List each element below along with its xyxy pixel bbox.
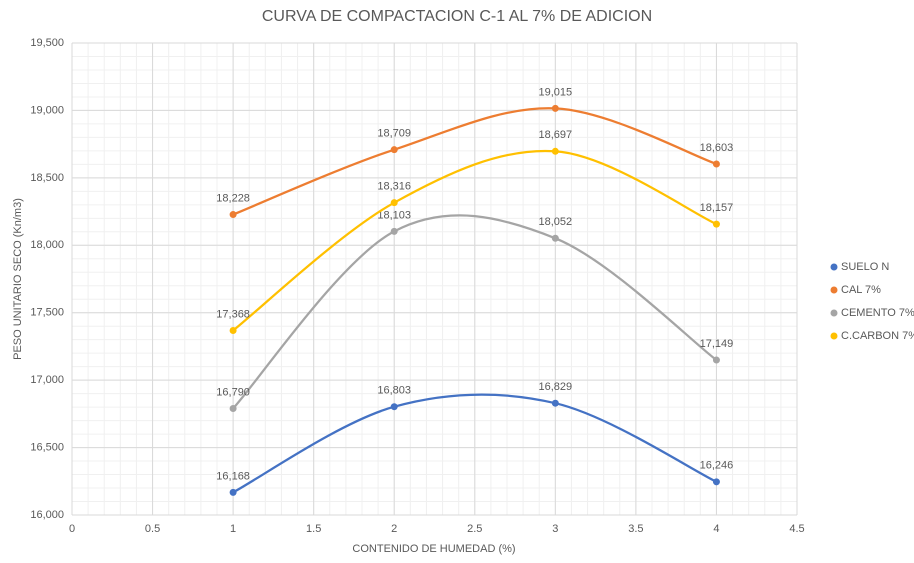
legend-marker [830,263,838,271]
legend-marker [830,286,838,294]
x-tick-label: 0 [69,523,75,535]
data-label: 17,149 [700,338,734,350]
x-tick-label: 3.5 [628,523,643,535]
y-tick-label: 19,000 [30,104,64,116]
x-tick-label: 1 [230,523,236,535]
x-tick-label: 1.5 [306,523,321,535]
data-point [390,227,398,235]
legend-label: SUELO N [841,261,889,273]
data-point [551,147,559,155]
series-line [232,107,717,216]
data-point [551,104,559,112]
data-label: 16,803 [377,385,411,397]
data-point [229,327,237,335]
data-label: 16,168 [216,470,250,482]
y-tick-label: 16,500 [30,441,64,453]
data-label: 17,368 [216,308,250,320]
data-point [551,234,559,242]
y-tick-label: 17,000 [30,374,64,386]
x-tick-label: 3 [552,523,558,535]
legend-label: CAL 7% [841,284,881,296]
data-point [390,403,398,411]
x-tick-label: 4.5 [789,523,804,535]
y-tick-label: 16,000 [30,509,64,521]
data-label: 18,052 [539,216,573,228]
data-point [712,220,720,228]
series-line [232,149,717,332]
data-point [229,488,237,496]
chart-title: CURVA DE COMPACTACION C-1 AL 7% DE ADICI… [262,8,652,25]
data-point [390,199,398,207]
series-line [232,214,718,410]
x-tick-label: 4 [713,523,719,535]
y-axis-label: PESO UNITARIO SECO (Kn/m3) [12,198,24,360]
data-label: 19,015 [539,86,573,98]
x-tick-label: 2.5 [467,523,482,535]
legend-marker [830,332,838,340]
data-label: 18,697 [539,129,573,141]
legend-label: C.CARBON 7% [841,330,914,342]
data-label: 16,790 [216,386,250,398]
x-axis-label: CONTENIDO DE HUMEDAD (%) [352,543,515,555]
data-point [712,478,720,486]
minor-grid [72,43,797,515]
data-point [551,399,559,407]
y-tick-label: 18,500 [30,172,64,184]
legend-marker [830,309,838,317]
data-point [229,404,237,412]
data-point [229,211,237,219]
data-label: 16,829 [539,381,573,393]
data-point [712,160,720,168]
legend-label: CEMENTO 7% [841,307,914,319]
y-tick-label: 18,000 [30,239,64,251]
data-label: 18,709 [377,128,411,140]
x-tick-label: 2 [391,523,397,535]
data-label: 18,228 [216,192,250,204]
series-line [232,393,717,494]
data-point [712,356,720,364]
y-tick-label: 17,500 [30,307,64,319]
data-point [390,146,398,154]
data-label: 18,603 [700,142,734,154]
data-label: 16,246 [700,460,734,472]
data-label: 18,316 [377,181,411,193]
y-tick-label: 19,500 [30,37,64,49]
x-tick-label: 0.5 [145,523,160,535]
data-label: 18,157 [700,202,734,214]
data-label: 18,103 [377,209,411,221]
